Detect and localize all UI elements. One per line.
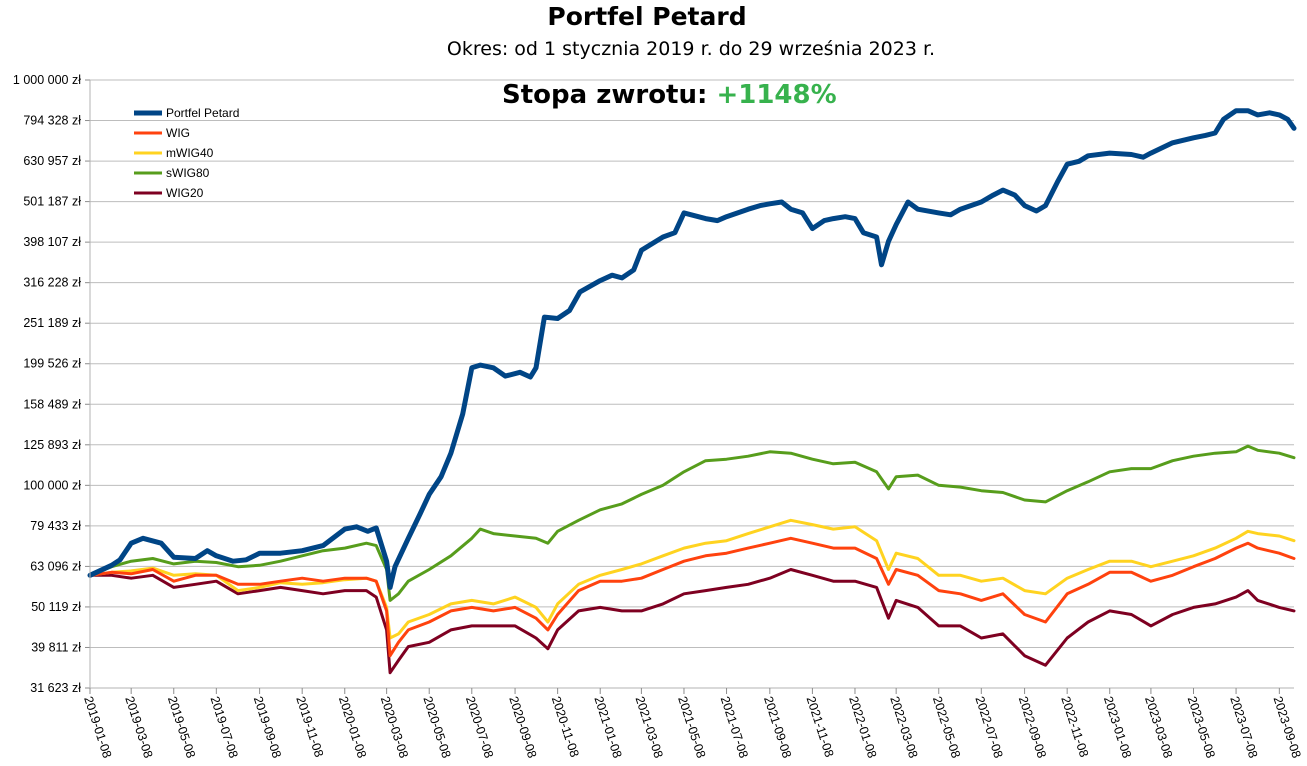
return-rate-value: +1148% bbox=[716, 80, 837, 110]
y-tick-label: 316 228 zł bbox=[23, 276, 81, 290]
y-tick-label: 125 893 zł bbox=[23, 438, 81, 452]
y-tick-label: 31 623 zł bbox=[30, 681, 81, 695]
y-tick-label: 1 000 000 zł bbox=[13, 73, 81, 87]
x-tick-label: 2019-05-08 bbox=[165, 695, 198, 760]
x-tick-label: 2020-09-08 bbox=[506, 695, 539, 760]
y-tick-label: 398 107 zł bbox=[23, 235, 81, 249]
y-tick-label: 63 096 zł bbox=[30, 559, 81, 573]
x-tick-label: 2019-03-08 bbox=[122, 695, 155, 760]
x-tick-label: 2019-11-08 bbox=[293, 695, 326, 759]
legend-label: Portfel Petard bbox=[166, 106, 239, 120]
x-tick-label: 2021-07-08 bbox=[718, 695, 751, 760]
series-line-mwig40 bbox=[88, 518, 1296, 640]
x-tick-label: 2023-09-08 bbox=[1270, 695, 1303, 760]
chart-subtitle: Okres: od 1 stycznia 2019 r. do 29 wrześ… bbox=[446, 38, 936, 60]
y-tick-label: 251 189 zł bbox=[23, 316, 81, 330]
y-tick-label: 100 000 zł bbox=[23, 478, 81, 492]
x-tick-label: 2023-01-08 bbox=[1101, 695, 1134, 760]
grid bbox=[90, 79, 1294, 689]
y-tick-label: 199 526 zł bbox=[23, 357, 81, 371]
x-tick-label: 2022-01-08 bbox=[846, 695, 879, 760]
x-tick-label: 2020-01-08 bbox=[336, 695, 369, 760]
x-tick-label: 2019-07-08 bbox=[207, 695, 240, 760]
x-tick-label: 2022-05-08 bbox=[930, 695, 963, 760]
series-line-swig80 bbox=[88, 444, 1296, 602]
y-tick-label: 50 119 zł bbox=[31, 600, 81, 614]
series-line-portfel-petard bbox=[87, 108, 1297, 590]
y-tick-label: 158 489 zł bbox=[23, 397, 81, 411]
legend: Portfel Petard WIG mWIG40 sWIG80 WIG20 bbox=[134, 106, 239, 200]
y-tick-label: 794 328 zł bbox=[23, 114, 81, 128]
return-rate-label: Stopa zwrotu: bbox=[502, 80, 708, 110]
x-tick-label: 2021-05-08 bbox=[675, 695, 708, 760]
y-tick-label: 79 433 zł bbox=[30, 519, 81, 533]
x-tick-label: 2022-03-08 bbox=[887, 695, 920, 760]
x-tick-label: 2020-11-08 bbox=[549, 695, 582, 759]
series-line-wig20 bbox=[88, 568, 1296, 675]
x-tick-label: 2022-07-08 bbox=[972, 695, 1005, 760]
x-tick-label: 2022-11-08 bbox=[1058, 695, 1091, 759]
x-tick-label: 2020-03-08 bbox=[378, 695, 411, 760]
legend-label: WIG bbox=[166, 126, 190, 140]
y-tick-label: 501 187 zł bbox=[23, 195, 81, 209]
x-tick-label: 2021-09-08 bbox=[761, 695, 794, 760]
x-tick-label: 2020-05-08 bbox=[420, 695, 453, 760]
x-tick-label: 2023-05-08 bbox=[1185, 695, 1218, 760]
return-rate: Stopa zwrotu: +1148% bbox=[502, 80, 837, 110]
series-line-wig bbox=[88, 536, 1296, 658]
x-tick-label: 2019-09-08 bbox=[251, 695, 284, 760]
y-tick-label: 39 811 zł bbox=[31, 640, 81, 654]
y-tick-label: 630 957 zł bbox=[23, 154, 81, 168]
x-tick-label: 2021-11-08 bbox=[804, 695, 837, 759]
legend-label: sWIG80 bbox=[166, 166, 210, 180]
x-tick-label: 2023-07-08 bbox=[1227, 695, 1260, 760]
x-tick-label: 2021-03-08 bbox=[633, 695, 666, 760]
x-tick-label: 2022-09-08 bbox=[1016, 695, 1049, 760]
legend-label: mWIG40 bbox=[166, 146, 214, 160]
x-tick-label: 2021-01-08 bbox=[591, 695, 624, 760]
x-tick-label: 2023-03-08 bbox=[1142, 695, 1175, 760]
series-lines bbox=[87, 108, 1297, 675]
x-tick-label: 2020-07-08 bbox=[463, 695, 496, 760]
legend-label: WIG20 bbox=[166, 186, 204, 200]
x-tick-label: 2019-01-08 bbox=[81, 695, 114, 760]
chart-title: Portfel Petard bbox=[547, 2, 747, 31]
